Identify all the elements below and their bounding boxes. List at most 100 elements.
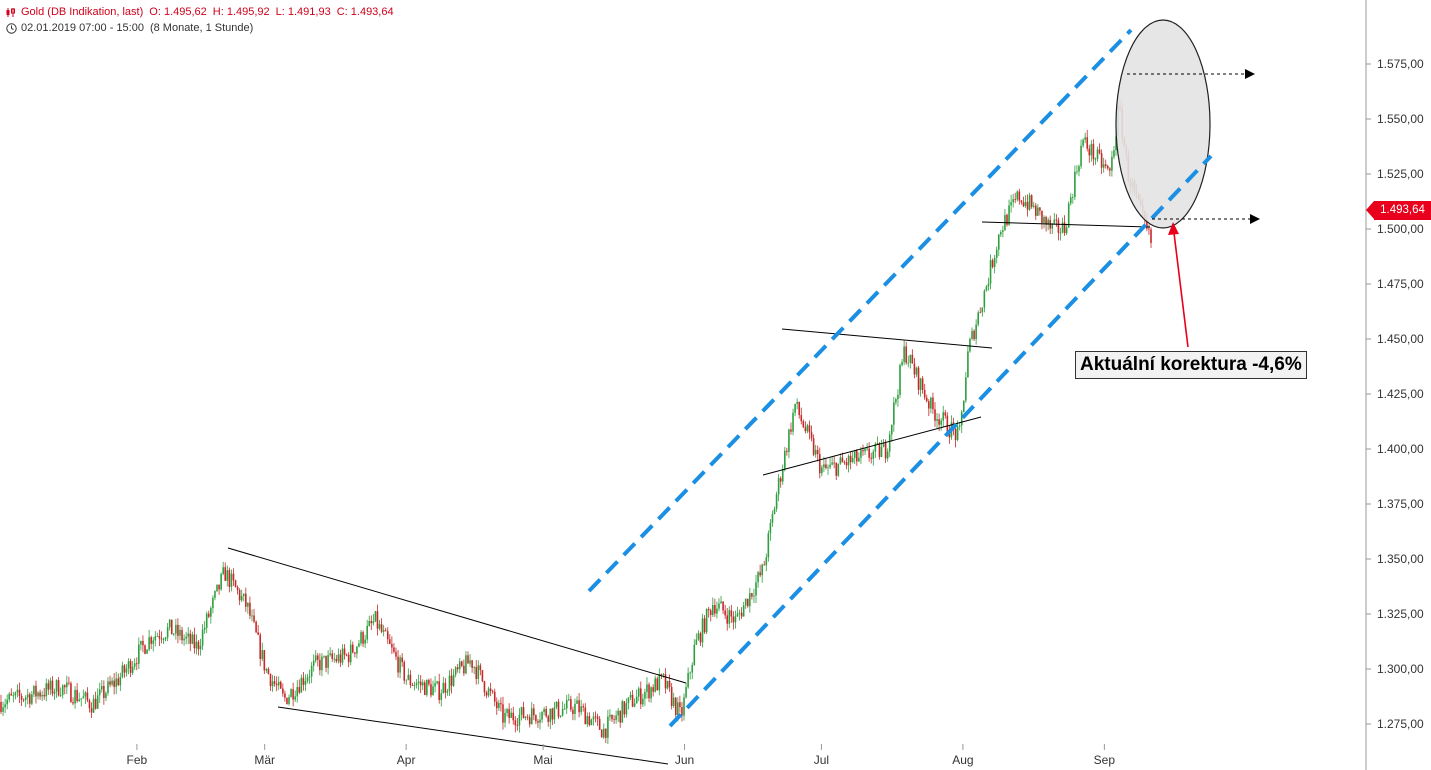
- candle-body: [224, 567, 227, 581]
- candle-body: [825, 464, 827, 468]
- candle-body: [304, 681, 307, 685]
- candle-body: [66, 682, 68, 688]
- candle-body: [504, 712, 506, 723]
- candle-body: [853, 450, 856, 458]
- x-tick-label: Sep: [1094, 753, 1116, 767]
- candle-body: [722, 601, 724, 611]
- candle-body: [1016, 191, 1019, 200]
- candle-body: [506, 709, 508, 713]
- candle-body: [570, 699, 572, 710]
- candle-body: [152, 640, 155, 644]
- candle-body: [637, 688, 640, 697]
- candle-body: [57, 680, 60, 696]
- candle-body: [736, 613, 739, 617]
- candle-body: [345, 654, 348, 656]
- candle-body: [932, 397, 934, 410]
- candle-body: [899, 364, 901, 395]
- candle-body: [335, 658, 338, 662]
- candle-body: [199, 645, 202, 650]
- candle-body: [222, 567, 224, 574]
- candle-body: [868, 448, 870, 458]
- candle-body: [1090, 143, 1093, 156]
- candle-body: [341, 648, 344, 663]
- candle-body: [475, 667, 478, 679]
- candle-body: [600, 729, 603, 738]
- candle-body: [541, 712, 543, 720]
- candle-body: [337, 654, 340, 662]
- x-tick-label: Feb: [127, 753, 148, 767]
- candle-body: [1055, 219, 1058, 221]
- candle-body: [742, 605, 745, 617]
- annotation-arrow: [1173, 232, 1189, 348]
- candle-body: [203, 627, 206, 630]
- candle-body: [389, 639, 391, 644]
- candle-body: [135, 663, 138, 665]
- x-axis: Feb Mär Apr Mai Jun Jul Aug Sep: [127, 744, 1116, 767]
- candle-body: [919, 378, 922, 390]
- candle-body: [310, 665, 313, 677]
- candle-body: [948, 433, 951, 438]
- candle-body: [107, 681, 109, 694]
- candle-body: [403, 662, 406, 681]
- candle-body: [909, 354, 912, 363]
- candle-body: [543, 709, 545, 713]
- candle-body: [806, 425, 809, 432]
- candle-body: [549, 708, 552, 722]
- candle-body: [893, 402, 895, 425]
- candle-body: [72, 702, 74, 704]
- candle-body: [944, 412, 947, 416]
- candle-body: [255, 621, 257, 633]
- candle-body: [1104, 164, 1107, 166]
- candle-body: [181, 629, 183, 641]
- candle-body: [753, 595, 755, 597]
- candle-body: [936, 419, 938, 421]
- candle-body: [730, 610, 733, 617]
- candle-body: [689, 672, 691, 674]
- candle-body: [1022, 202, 1025, 207]
- candle-body: [769, 522, 772, 534]
- candle-body: [1024, 201, 1027, 207]
- candle-body: [1086, 137, 1089, 149]
- candle-body: [763, 564, 766, 566]
- candle-body: [989, 260, 992, 284]
- candle-body: [1074, 171, 1076, 198]
- candle-body: [115, 678, 118, 687]
- candle-body: [446, 691, 449, 693]
- candle-body: [168, 619, 171, 628]
- candle-body: [1148, 228, 1150, 230]
- candle-body: [1078, 166, 1080, 172]
- candle-body: [14, 692, 17, 696]
- candle-body: [105, 693, 107, 699]
- candle-body: [10, 693, 13, 696]
- candle-body: [131, 666, 134, 673]
- candle-body: [90, 708, 93, 713]
- candle-body: [905, 346, 907, 363]
- candle-body: [257, 632, 259, 635]
- candle-body: [183, 638, 185, 641]
- candle-body: [841, 457, 844, 463]
- candle-body: [146, 649, 148, 654]
- candle-body: [860, 449, 862, 458]
- period-header: 02.01.2019 07:00 - 15:00 (8 Monate, 1 Stu…: [6, 22, 259, 34]
- candle-body: [487, 688, 490, 696]
- candle-body: [693, 644, 696, 666]
- candle-body: [535, 715, 537, 722]
- candle-body: [917, 367, 920, 390]
- candle-body: [864, 448, 866, 452]
- candle-body: [845, 462, 848, 466]
- arrow-head-bottom: [1250, 214, 1260, 224]
- candle-body: [835, 463, 838, 476]
- candle-body: [975, 324, 977, 340]
- candle-body: [707, 609, 710, 611]
- candle-body: [101, 686, 103, 690]
- candle-body: [958, 425, 961, 427]
- candle-body: [627, 697, 630, 704]
- candle-body: [709, 610, 712, 615]
- candle-body: [528, 717, 531, 725]
- candle-body: [282, 688, 284, 694]
- candle-body: [197, 641, 200, 650]
- candle-body: [43, 694, 46, 697]
- candle-body: [781, 468, 784, 482]
- candle-body: [55, 680, 58, 692]
- candle-body: [565, 700, 568, 709]
